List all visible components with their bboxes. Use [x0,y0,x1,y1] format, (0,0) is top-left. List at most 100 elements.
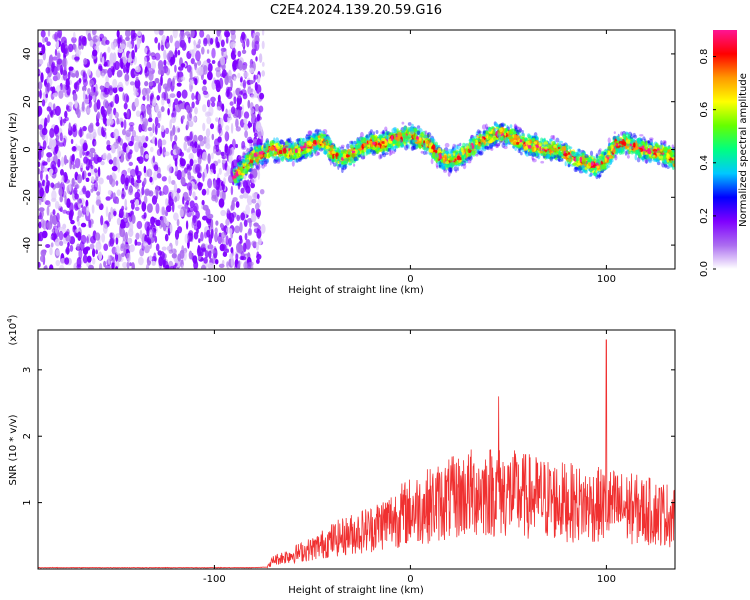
noise-mark [82,171,85,181]
noise-mark [169,93,176,98]
noise-mark [143,56,148,67]
noise-mark [225,218,230,226]
noise-mark [124,73,130,82]
noise-mark [210,96,216,103]
noise-mark [213,169,216,175]
noise-mark [115,180,119,186]
noise-mark [68,122,71,131]
noise-mark [69,69,73,77]
noise-mark [215,117,219,122]
noise-mark [160,75,163,86]
noise-mark [195,99,200,105]
noise-mark [250,94,256,99]
noise-mark [106,140,111,146]
noise-mark [113,128,120,140]
noise-mark [46,152,53,158]
noise-mark [215,36,219,47]
noise-mark [99,263,103,269]
noise-mark [172,30,178,39]
noise-mark [87,69,92,76]
noise-mark [70,154,75,166]
noise-mark [201,188,207,196]
noise-mark [258,53,263,63]
noise-mark [176,188,181,194]
signal-mark [279,139,284,145]
noise-mark [119,228,126,238]
noise-mark [124,221,130,229]
noise-mark [93,151,97,158]
noise-mark [237,72,241,79]
noise-mark [224,145,231,156]
noise-mark [243,219,248,227]
noise-mark [193,40,196,46]
noise-mark [243,123,249,131]
signal-mark [632,132,636,138]
signal-mark [278,153,283,157]
noise-mark [113,173,117,181]
noise-mark [247,230,252,236]
noise-mark [176,169,182,181]
noise-mark [238,106,243,111]
noise-mark [60,169,64,176]
noise-mark [174,229,180,240]
noise-mark [72,126,78,138]
noise-mark [120,121,124,128]
noise-mark [186,200,190,206]
noise-mark [154,77,160,84]
signal-mark [589,172,593,177]
noise-mark [248,173,254,180]
noise-mark [168,163,172,174]
noise-mark [82,149,85,156]
noise-mark [74,99,78,109]
noise-mark [206,188,210,196]
noise-mark [211,47,216,59]
noise-mark [134,191,141,200]
signal-mark [265,159,269,164]
noise-mark [220,209,227,217]
noise-mark [58,90,64,99]
noise-mark [154,137,158,147]
noise-mark [108,159,114,165]
noise-mark [79,241,85,251]
noise-mark [56,212,60,223]
noise-mark [140,145,144,156]
noise-mark [135,232,140,240]
noise-mark [250,182,256,189]
noise-mark [238,155,242,162]
noise-mark [251,198,257,204]
noise-mark [51,61,56,69]
noise-mark [116,69,123,78]
noise-mark [174,134,178,142]
noise-mark [134,206,140,211]
noise-mark [146,49,151,57]
noise-mark [204,142,208,149]
signal-mark [259,142,264,146]
noise-mark [101,126,104,137]
noise-mark [152,155,156,163]
noise-mark [233,76,236,82]
noise-mark [66,104,69,111]
noise-mark [49,247,53,256]
noise-mark [46,180,50,189]
signal-mark [448,166,452,173]
signal-mark [664,164,668,167]
noise-mark [219,223,224,229]
noise-mark [81,36,87,46]
signal-mark [329,159,332,166]
noise-mark [196,220,202,230]
noise-mark [195,50,201,62]
noise-mark [79,190,84,196]
noise-mark [105,39,110,45]
noise-mark [141,135,146,141]
noise-mark [165,198,169,207]
signal-mark [598,148,602,152]
signal-mark [411,145,417,151]
noise-mark [105,75,109,84]
noise-mark [161,34,166,43]
noise-mark [61,84,67,93]
noise-mark [174,157,178,167]
noise-mark [201,85,207,92]
noise-mark [216,30,221,37]
signal-mark [459,142,462,147]
noise-mark [221,103,225,112]
